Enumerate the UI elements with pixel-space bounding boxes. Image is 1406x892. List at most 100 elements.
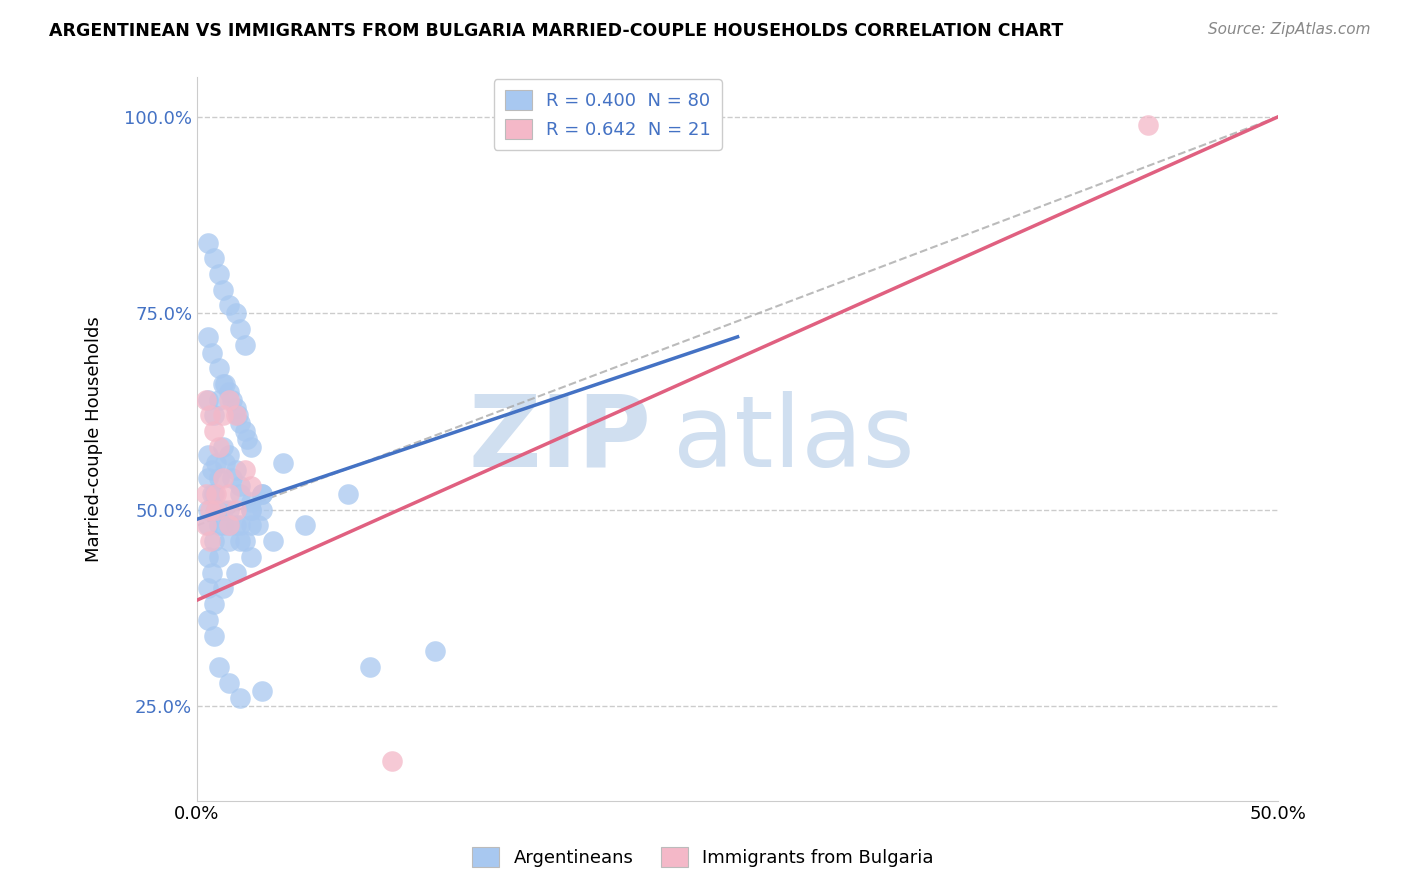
Point: [218, 298, 240, 312]
Point: [218, 518, 240, 533]
Point: [218, 518, 240, 533]
Point: [218, 384, 240, 399]
Point: [198, 502, 221, 516]
Point: [250, 487, 273, 501]
Point: [225, 518, 247, 533]
Point: [229, 534, 252, 549]
Point: [225, 463, 247, 477]
Point: [197, 502, 219, 516]
Point: [201, 345, 224, 359]
Point: [197, 518, 219, 533]
Point: [202, 409, 225, 423]
Point: [194, 392, 217, 407]
Point: [294, 518, 316, 533]
Point: [250, 683, 273, 698]
Point: [225, 409, 247, 423]
Point: [201, 566, 224, 580]
Point: [197, 471, 219, 485]
Point: [198, 409, 221, 423]
Point: [225, 306, 247, 320]
Point: [235, 432, 257, 446]
Point: [212, 582, 235, 596]
Point: [207, 392, 229, 407]
Point: [205, 456, 228, 470]
Point: [218, 487, 240, 501]
Legend: Argentineans, Immigrants from Bulgaria: Argentineans, Immigrants from Bulgaria: [465, 839, 941, 874]
Point: [233, 534, 256, 549]
Point: [240, 518, 263, 533]
Point: [197, 330, 219, 344]
Point: [240, 495, 263, 509]
Point: [229, 479, 252, 493]
Point: [194, 487, 217, 501]
Point: [240, 440, 263, 454]
Point: [197, 613, 219, 627]
Point: [207, 267, 229, 281]
Point: [221, 392, 243, 407]
Point: [250, 487, 273, 501]
Point: [229, 691, 252, 706]
Point: [229, 487, 252, 501]
Point: [207, 660, 229, 674]
Point: [218, 534, 240, 549]
Point: [202, 487, 225, 501]
Legend: R = 0.400  N = 80, R = 0.642  N = 21: R = 0.400 N = 80, R = 0.642 N = 21: [494, 79, 721, 150]
Point: [214, 376, 236, 391]
Point: [240, 502, 263, 516]
Point: [202, 628, 225, 642]
Text: ARGENTINEAN VS IMMIGRANTS FROM BULGARIA MARRIED-COUPLE HOUSEHOLDS CORRELATION CH: ARGENTINEAN VS IMMIGRANTS FROM BULGARIA …: [49, 22, 1063, 40]
Text: ZIP: ZIP: [468, 391, 651, 488]
Point: [212, 471, 235, 485]
Point: [214, 456, 236, 470]
Point: [197, 549, 219, 564]
Point: [1137, 118, 1160, 132]
Point: [205, 502, 228, 516]
Point: [197, 582, 219, 596]
Point: [207, 471, 229, 485]
Point: [225, 401, 247, 415]
Point: [212, 502, 235, 516]
Point: [197, 392, 219, 407]
Point: [212, 409, 235, 423]
Text: Source: ZipAtlas.com: Source: ZipAtlas.com: [1208, 22, 1371, 37]
Point: [197, 235, 219, 250]
Point: [250, 502, 273, 516]
Point: [207, 440, 229, 454]
Point: [423, 644, 446, 658]
Point: [202, 534, 225, 549]
Point: [226, 409, 249, 423]
Point: [201, 487, 224, 501]
Point: [202, 597, 225, 611]
Y-axis label: Married-couple Households: Married-couple Households: [86, 316, 103, 562]
Point: [337, 487, 360, 501]
Point: [202, 424, 225, 438]
Point: [246, 518, 269, 533]
Point: [273, 456, 295, 470]
Point: [229, 518, 252, 533]
Point: [262, 534, 284, 549]
Text: atlas: atlas: [672, 391, 914, 488]
Point: [233, 424, 256, 438]
Point: [233, 337, 256, 351]
Point: [218, 675, 240, 690]
Point: [240, 479, 263, 493]
Point: [240, 502, 263, 516]
Point: [205, 502, 228, 516]
Point: [233, 463, 256, 477]
Point: [218, 392, 240, 407]
Point: [225, 502, 247, 516]
Point: [212, 283, 235, 297]
Point: [212, 440, 235, 454]
Point: [225, 566, 247, 580]
Point: [194, 518, 217, 533]
Point: [229, 322, 252, 336]
Point: [202, 252, 225, 266]
Point: [212, 518, 235, 533]
Point: [197, 448, 219, 462]
Point: [240, 549, 263, 564]
Point: [212, 376, 235, 391]
Point: [207, 518, 229, 533]
Point: [207, 549, 229, 564]
Point: [381, 754, 404, 768]
Point: [201, 463, 224, 477]
